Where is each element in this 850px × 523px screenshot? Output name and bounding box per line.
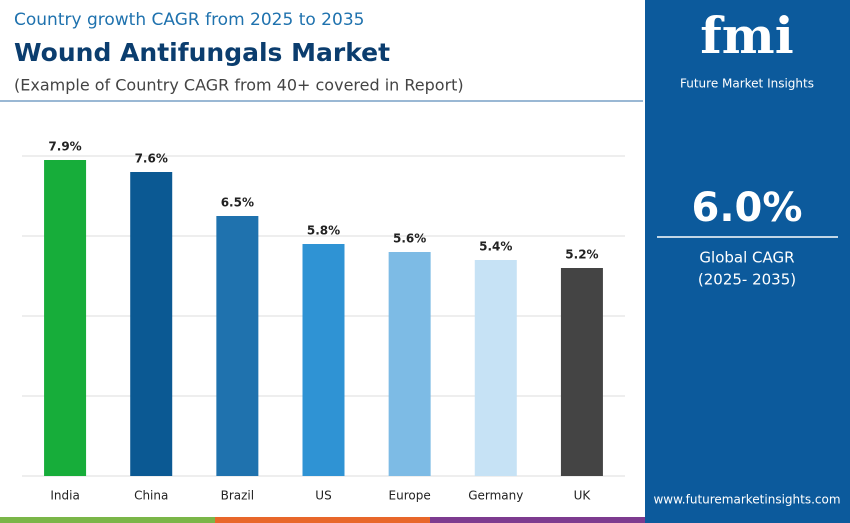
value-label: 6.5% <box>221 196 254 210</box>
logo: fmi <box>700 6 793 65</box>
cagr-value: 6.0% <box>692 185 803 231</box>
website: www.futuremarketinsights.com <box>653 493 840 507</box>
value-label: 5.2% <box>565 248 598 262</box>
value-label: 5.6% <box>393 232 426 246</box>
cagr-period: (2025- 2035) <box>698 271 796 289</box>
plot: 7.9% India 7.6% China 6.5% Brazil 5.8% US 5.6% Eu… <box>22 140 625 503</box>
stripe <box>215 517 430 523</box>
bar <box>560 268 603 476</box>
brand: Future Market Insights <box>680 77 814 91</box>
bar <box>130 172 173 476</box>
x-tick-label: US <box>315 489 331 503</box>
cagr-label: Global CAGR <box>699 249 794 267</box>
bar <box>474 260 517 476</box>
value-label: 5.8% <box>307 224 340 238</box>
bar <box>216 216 259 476</box>
value-label: 7.9% <box>48 140 81 154</box>
stripe <box>645 517 850 523</box>
stripe <box>430 517 645 523</box>
x-tick-label: Europe <box>389 489 431 503</box>
sidebar <box>645 0 850 517</box>
bar <box>388 252 431 476</box>
value-label: 5.4% <box>479 240 512 254</box>
note: (Example of Country CAGR from 40+ covere… <box>14 76 464 95</box>
title: Wound Antifungals Market <box>14 38 390 67</box>
bar <box>44 160 87 476</box>
stripe <box>0 517 215 523</box>
x-tick-label: Brazil <box>221 489 255 503</box>
bar <box>302 244 345 476</box>
x-tick-label: UK <box>574 489 592 503</box>
x-tick-label: India <box>50 489 79 503</box>
x-tick-label: Germany <box>468 489 523 503</box>
kicker: Country growth CAGR from 2025 to 2035 <box>14 10 364 30</box>
value-label: 7.6% <box>135 152 168 166</box>
x-tick-label: China <box>134 489 168 503</box>
